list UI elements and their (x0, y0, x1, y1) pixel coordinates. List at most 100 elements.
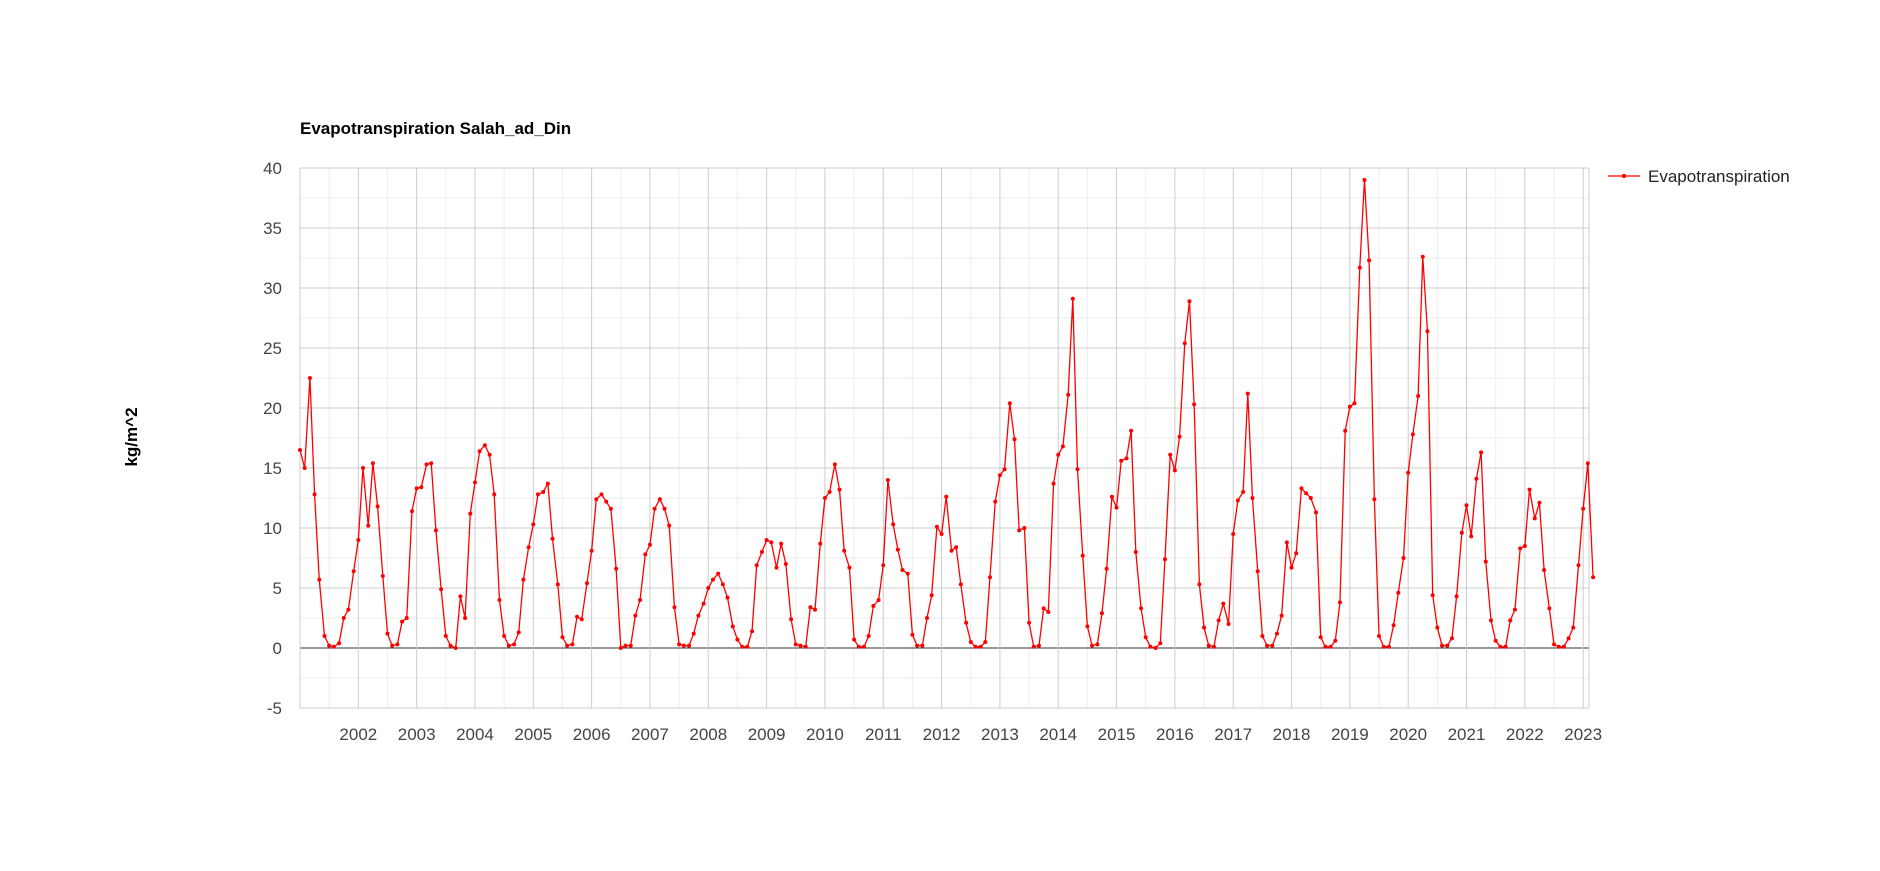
legend[interactable]: Evapotranspiration (1608, 167, 1790, 186)
data-point[interactable] (764, 538, 769, 542)
data-point[interactable] (1139, 606, 1144, 611)
data-point[interactable] (516, 630, 521, 635)
data-point[interactable] (1143, 635, 1148, 640)
data-point[interactable] (492, 492, 497, 497)
data-point[interactable] (1060, 444, 1065, 449)
data-point[interactable] (1192, 402, 1197, 407)
data-point[interactable] (1231, 532, 1236, 536)
data-point[interactable] (803, 644, 808, 649)
data-point[interactable] (643, 552, 648, 557)
data-point[interactable] (949, 548, 954, 553)
data-point[interactable] (706, 586, 711, 590)
data-point[interactable] (1357, 265, 1362, 270)
data-point[interactable] (1581, 506, 1586, 511)
data-point[interactable] (1080, 553, 1085, 558)
data-point[interactable] (1430, 593, 1435, 598)
data-point[interactable] (356, 538, 361, 542)
data-point[interactable] (482, 443, 487, 448)
data-point[interactable] (866, 634, 871, 638)
data-point[interactable] (1124, 456, 1129, 461)
data-point[interactable] (1512, 607, 1517, 612)
data-point[interactable] (1576, 563, 1581, 568)
data-point[interactable] (1381, 644, 1386, 649)
data-point[interactable] (497, 598, 502, 602)
data-point[interactable] (793, 642, 798, 647)
data-point[interactable] (1104, 566, 1109, 571)
data-point[interactable] (448, 643, 453, 648)
data-point[interactable] (565, 643, 570, 648)
data-point[interactable] (1002, 467, 1007, 472)
data-point[interactable] (1255, 569, 1260, 574)
data-point[interactable] (1440, 643, 1445, 648)
data-point[interactable] (424, 462, 429, 467)
data-point[interactable] (1031, 644, 1036, 649)
data-point[interactable] (1085, 624, 1090, 629)
data-point[interactable] (526, 545, 531, 550)
data-point[interactable] (579, 617, 584, 622)
data-point[interactable] (1537, 500, 1542, 505)
data-point[interactable] (1518, 546, 1523, 551)
data-point[interactable] (1197, 582, 1202, 587)
data-point[interactable] (375, 504, 380, 509)
data-point[interactable] (1279, 613, 1284, 618)
data-point[interactable] (973, 644, 978, 649)
data-point[interactable] (1070, 296, 1075, 301)
data-point[interactable] (1386, 644, 1391, 649)
data-point[interactable] (677, 642, 682, 647)
data-point[interactable] (1362, 178, 1367, 182)
data-point[interactable] (1435, 625, 1440, 630)
data-point[interactable] (725, 595, 730, 600)
data-point[interactable] (964, 620, 969, 625)
data-point[interactable] (545, 481, 550, 486)
data-point[interactable] (876, 598, 881, 602)
data-point[interactable] (1304, 491, 1309, 496)
data-point[interactable] (463, 616, 468, 620)
data-point[interactable] (1177, 434, 1182, 439)
data-point[interactable] (1352, 401, 1357, 406)
data-point[interactable] (351, 569, 356, 574)
data-point[interactable] (555, 582, 560, 587)
data-point[interactable] (1095, 642, 1100, 647)
data-point[interactable] (783, 562, 788, 566)
data-point[interactable] (1522, 544, 1527, 548)
data-point[interactable] (1396, 590, 1401, 595)
data-point[interactable] (589, 548, 594, 553)
data-point[interactable] (618, 646, 623, 650)
data-point[interactable] (638, 598, 643, 602)
data-point[interactable] (604, 499, 609, 504)
data-point[interactable] (1372, 497, 1377, 502)
data-point[interactable] (808, 605, 813, 610)
data-point[interactable] (1483, 559, 1488, 564)
data-point[interactable] (915, 643, 920, 648)
data-point[interactable] (302, 466, 307, 470)
data-point[interactable] (929, 593, 934, 598)
data-point[interactable] (1425, 329, 1430, 334)
data-point[interactable] (1289, 565, 1294, 570)
data-point[interactable] (1133, 550, 1138, 554)
data-point[interactable] (1153, 646, 1158, 650)
data-point[interactable] (439, 587, 444, 592)
data-point[interactable] (346, 607, 351, 612)
data-point[interactable] (472, 480, 477, 485)
data-point[interactable] (594, 497, 599, 502)
data-point[interactable] (852, 637, 857, 642)
data-point[interactable] (1337, 600, 1342, 605)
data-point[interactable] (1406, 470, 1411, 475)
data-point[interactable] (1216, 618, 1221, 623)
data-point[interactable] (570, 642, 575, 647)
data-point[interactable] (1109, 494, 1114, 499)
data-point[interactable] (560, 635, 565, 640)
data-point[interactable] (1391, 623, 1396, 628)
data-point[interactable] (331, 644, 336, 649)
data-point[interactable] (895, 547, 900, 552)
data-point[interactable] (1556, 644, 1561, 649)
data-point[interactable] (754, 563, 759, 568)
data-point[interactable] (842, 548, 847, 553)
data-point[interactable] (954, 545, 959, 550)
data-point[interactable] (681, 643, 686, 648)
data-point[interactable] (1182, 341, 1187, 346)
data-point[interactable] (647, 542, 652, 547)
data-point[interactable] (341, 616, 346, 620)
data-point[interactable] (710, 577, 715, 582)
data-point[interactable] (730, 624, 735, 629)
